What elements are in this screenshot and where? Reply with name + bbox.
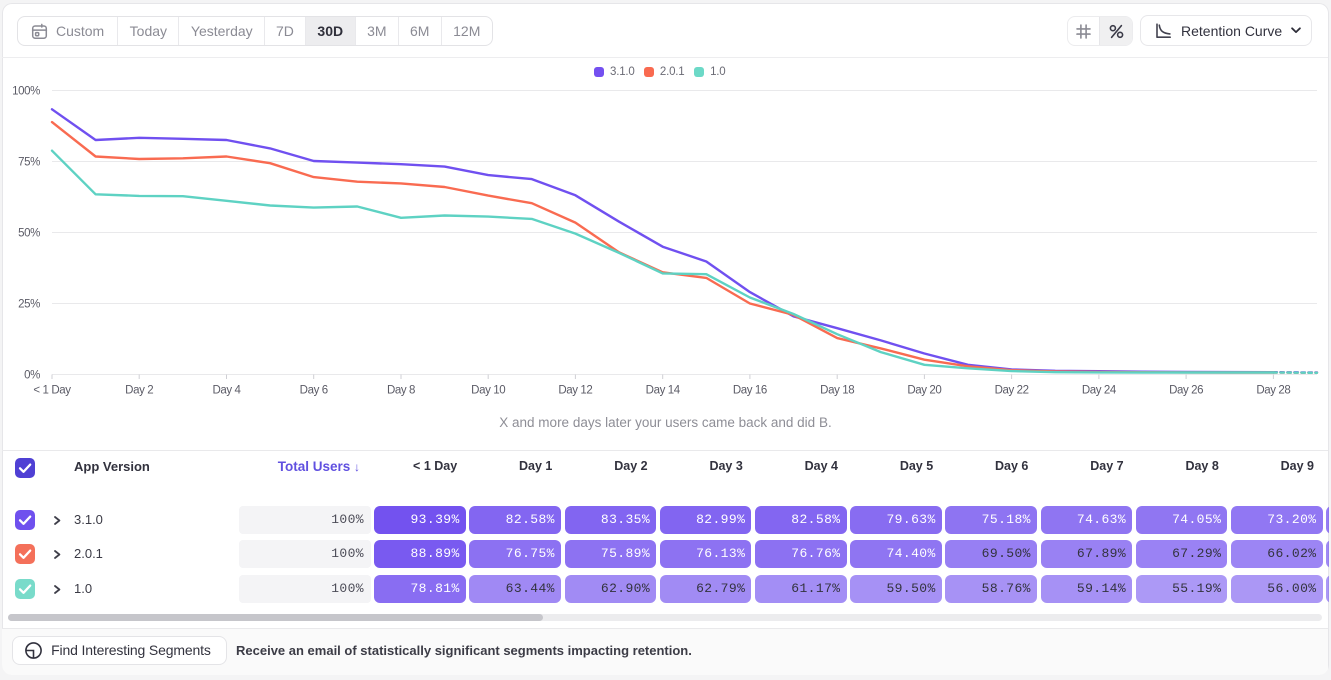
svg-text:Day 2: Day 2	[125, 385, 153, 397]
svg-text:Day 18: Day 18	[820, 385, 854, 397]
svg-text:100%: 100%	[12, 86, 40, 98]
svg-text:Day 22: Day 22	[995, 385, 1029, 397]
svg-text:Day 10: Day 10	[471, 385, 505, 397]
svg-text:Day 4: Day 4	[212, 385, 241, 397]
svg-text:Day 16: Day 16	[733, 385, 767, 397]
svg-text:25%: 25%	[18, 299, 40, 311]
svg-text:0%: 0%	[24, 370, 40, 382]
svg-text:Day 24: Day 24	[1082, 385, 1117, 397]
svg-text:< 1 Day: < 1 Day	[33, 385, 71, 397]
svg-text:Day 6: Day 6	[300, 385, 328, 397]
svg-text:75%: 75%	[18, 157, 40, 169]
svg-text:Day 26: Day 26	[1169, 385, 1203, 397]
svg-text:Day 8: Day 8	[387, 385, 415, 397]
svg-text:Day 14: Day 14	[646, 385, 681, 397]
svg-text:Day 28: Day 28	[1256, 385, 1290, 397]
svg-text:Day 12: Day 12	[558, 385, 592, 397]
svg-text:Day 20: Day 20	[907, 385, 941, 397]
svg-text:50%: 50%	[18, 228, 40, 240]
